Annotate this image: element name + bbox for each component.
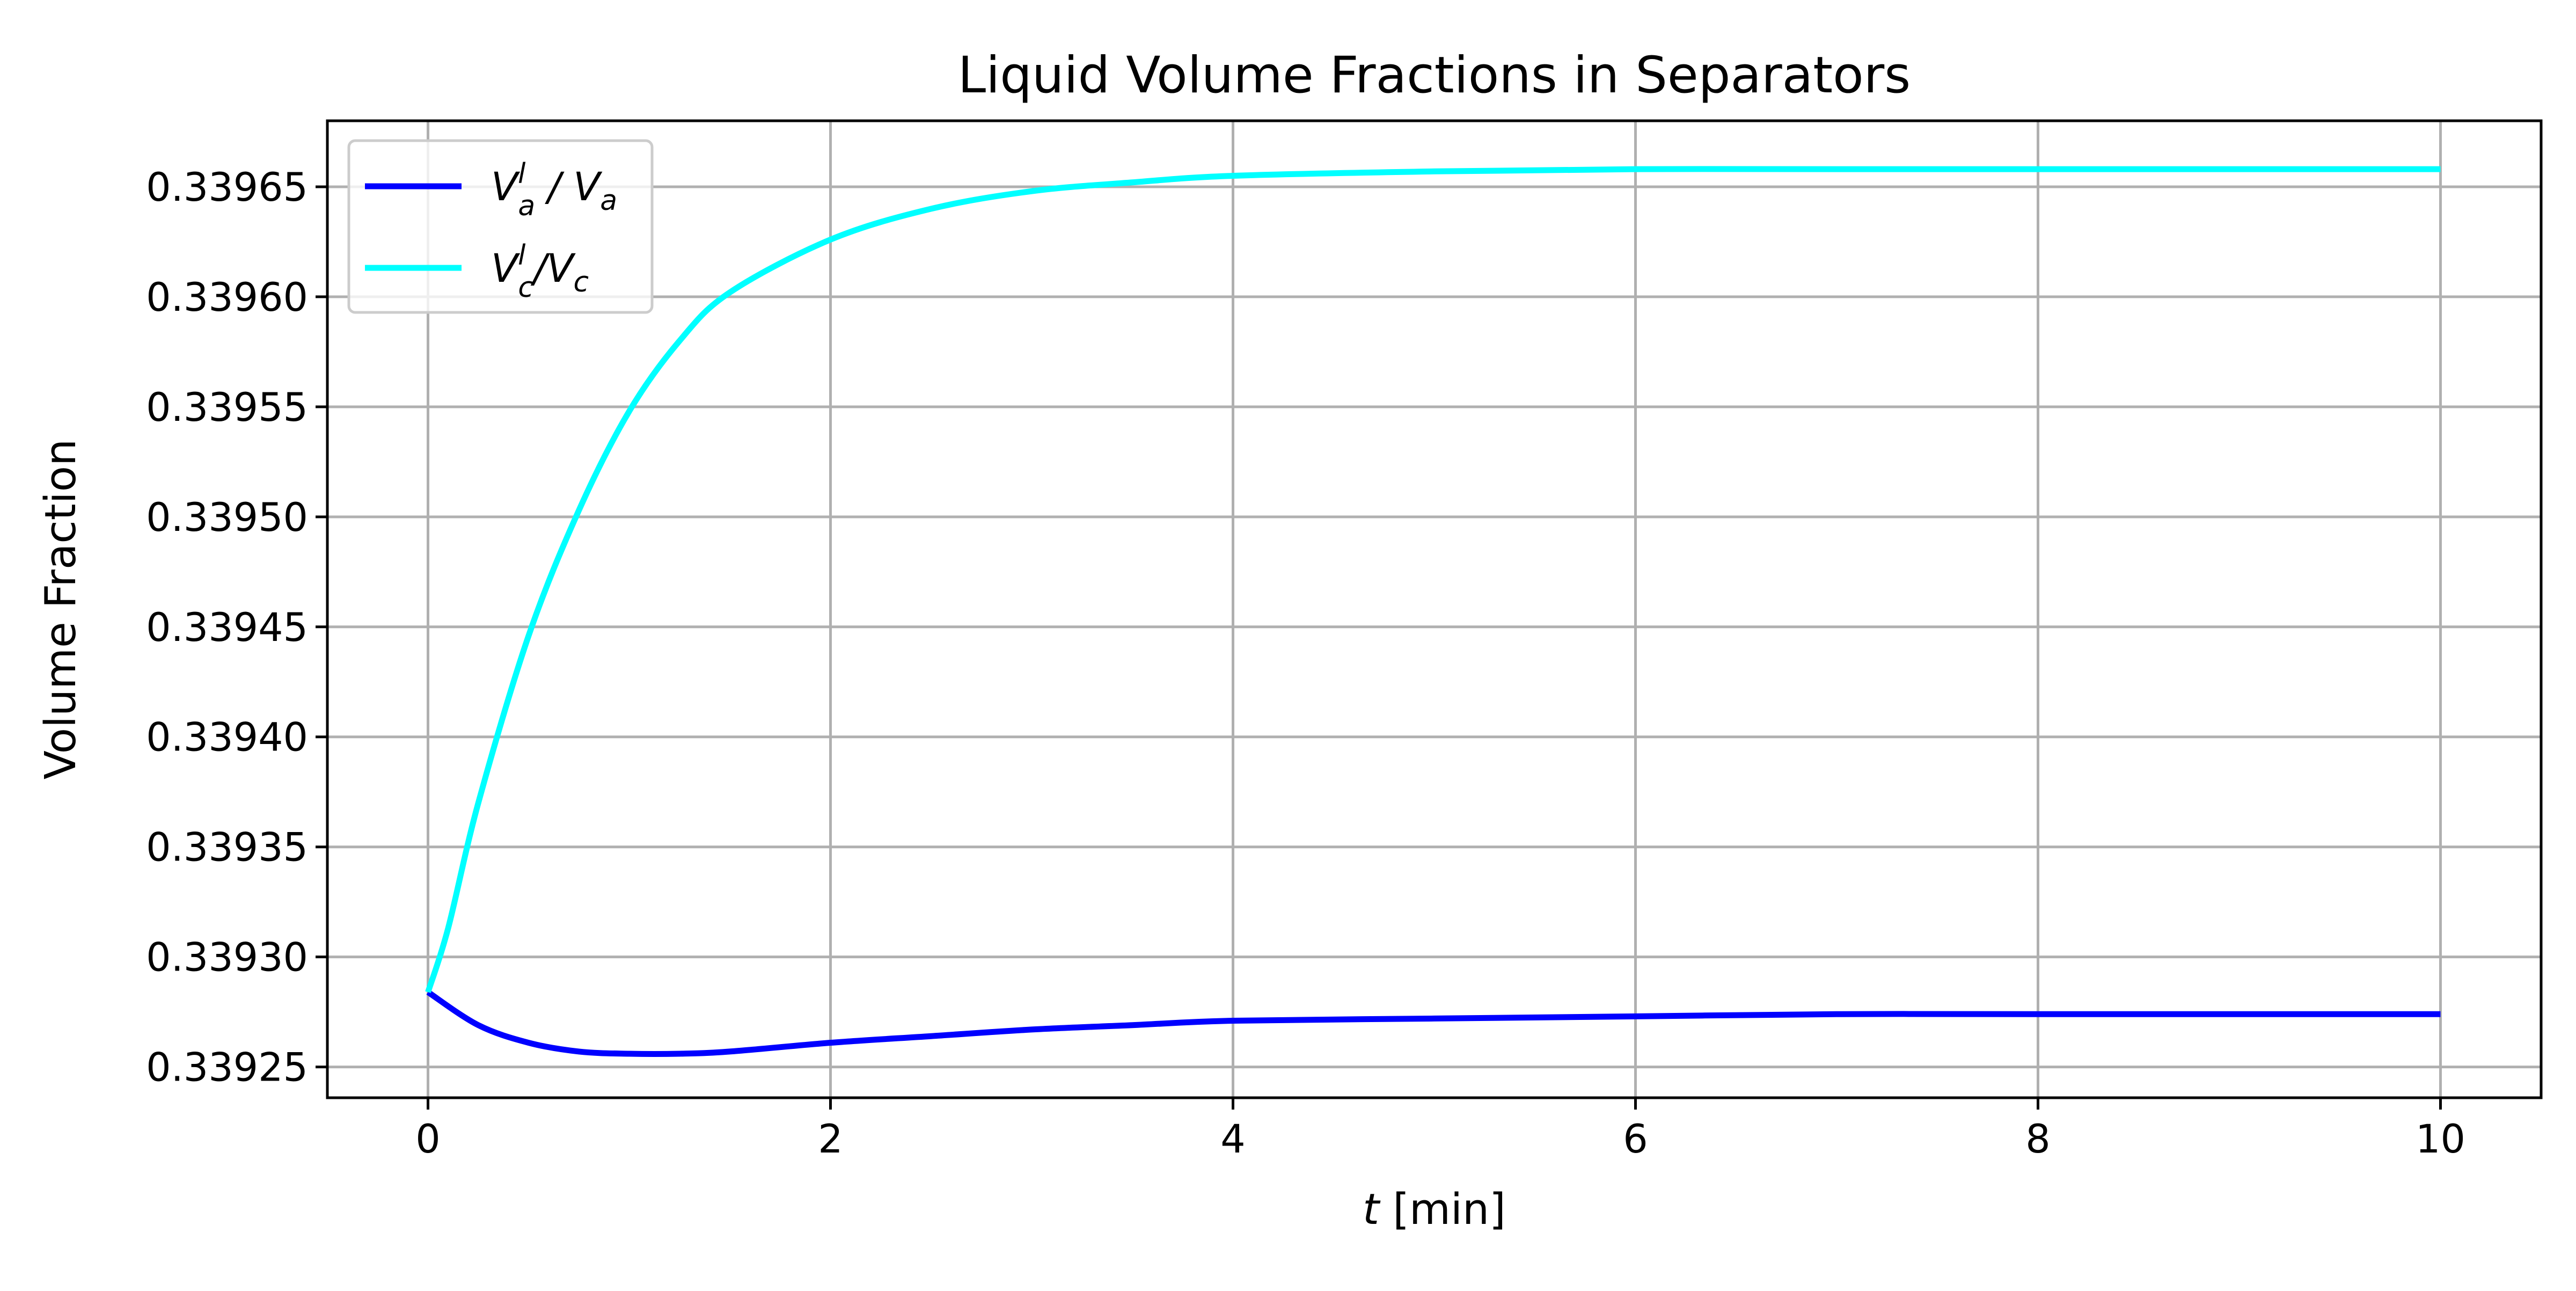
legend: Vl a / Va Vl c/Vc bbox=[347, 139, 654, 314]
axis-ticks: 0 2 4 6 8 10 0.33925 0.33930 0.33935 0.33940 0.339… bbox=[146, 165, 2465, 1162]
series-line-1 bbox=[426, 989, 2441, 1057]
y-tick-label: 0.33940 bbox=[146, 715, 308, 761]
x-tick-label: 2 bbox=[818, 1117, 843, 1162]
x-tick-label: 10 bbox=[2416, 1117, 2465, 1162]
y-tick-label: 0.33965 bbox=[146, 165, 308, 210]
legend-entry-label: Vl a / Va bbox=[491, 158, 617, 222]
chart-title: Liquid Volume Fractions in Separators bbox=[958, 46, 1911, 105]
y-tick-label: 0.33935 bbox=[146, 825, 308, 871]
grid bbox=[327, 121, 2541, 1098]
y-tick-label: 0.33925 bbox=[146, 1045, 308, 1091]
y-tick-label: 0.33950 bbox=[146, 495, 308, 541]
x-tick-label: 4 bbox=[1220, 1117, 1245, 1162]
y-tick-label: 0.33930 bbox=[146, 935, 308, 981]
plot-area-frame bbox=[326, 119, 2543, 1099]
y-tick-label: 0.33955 bbox=[146, 385, 308, 431]
series-lines bbox=[425, 166, 2441, 1057]
x-tick-label: 8 bbox=[2025, 1117, 2050, 1162]
y-axis-label: Volume Fraction bbox=[36, 439, 85, 779]
series-line-2 bbox=[425, 166, 2441, 993]
x-axis-label: t [min] bbox=[1363, 1185, 1506, 1234]
y-tick-label: 0.33960 bbox=[146, 275, 308, 320]
x-tick-label: 0 bbox=[415, 1117, 440, 1162]
y-tick-label: 0.33945 bbox=[146, 605, 308, 651]
x-tick-label: 6 bbox=[1623, 1117, 1648, 1162]
legend-entry-label: Vl c/Vc bbox=[491, 239, 589, 304]
